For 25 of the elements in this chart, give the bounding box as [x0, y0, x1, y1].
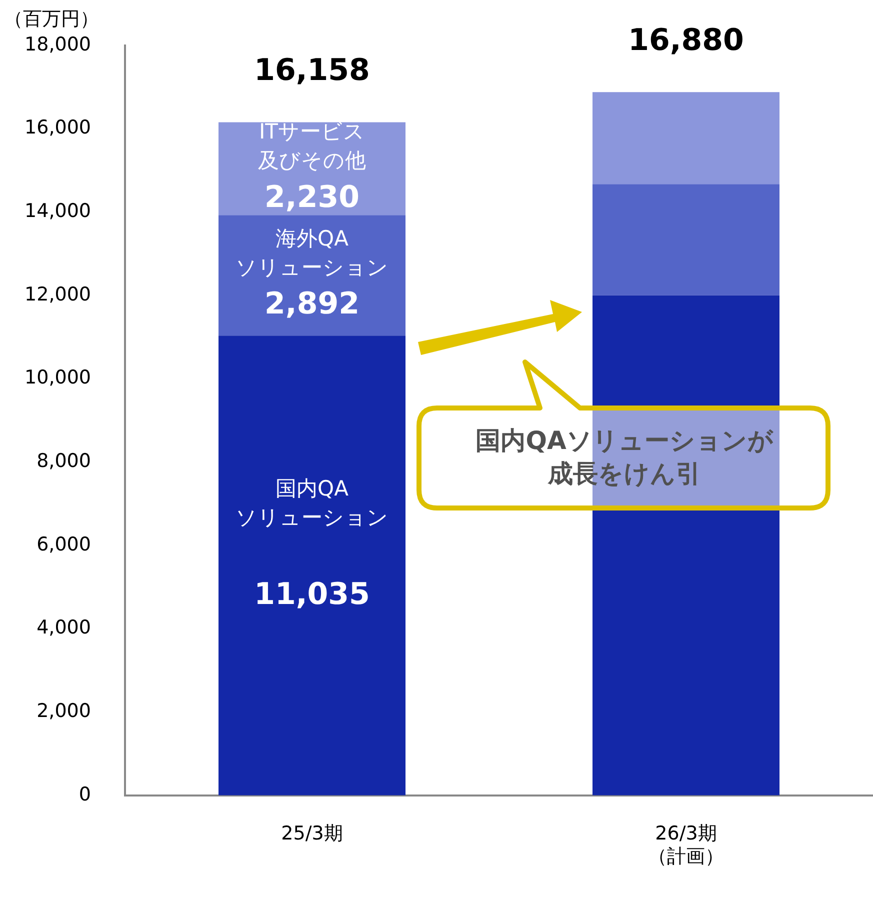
y-tick-label: 16,000: [24, 116, 91, 139]
bar: [218, 336, 406, 796]
y-tick-label: 12,000: [24, 283, 91, 306]
y-axis-title: （百万円）: [4, 7, 99, 32]
y-tick-label: 10,000: [24, 366, 91, 389]
y-tick-label: 0: [78, 783, 91, 806]
data-label: 2,892: [264, 286, 360, 322]
data-label: 2,230: [264, 180, 360, 215]
data-label: 11,035: [254, 576, 370, 612]
bar: [592, 92, 780, 184]
y-tick-label: 8,000: [36, 450, 91, 472]
bar: [592, 184, 780, 296]
series-label: 国内QAソリューション: [236, 476, 388, 530]
y-tick-label: 14,000: [24, 200, 91, 222]
y-tick-label: 2,000: [36, 700, 91, 722]
bar: [218, 215, 406, 336]
x-tick-label: 25/3期: [281, 822, 343, 845]
series-label: 海外QAソリューション: [236, 226, 388, 280]
y-tick-label: 4,000: [36, 616, 91, 639]
y-tick-label: 18,000: [24, 33, 91, 56]
series-label: ITサービス及びその他: [258, 120, 366, 173]
x-tick-label: 26/3期（計画）: [648, 822, 724, 868]
y-tick-label: 6,000: [36, 533, 91, 556]
total-label: 16,158: [254, 52, 370, 88]
total-label: 16,880: [628, 22, 744, 58]
